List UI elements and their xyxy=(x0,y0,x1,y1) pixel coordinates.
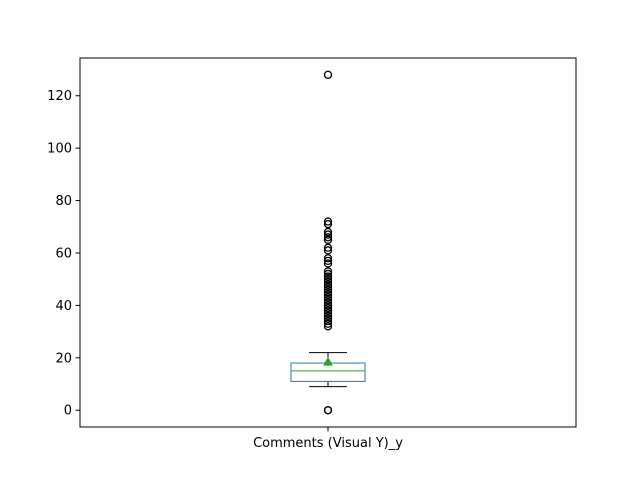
y-axis: 0 20 40 60 80 100 120 xyxy=(47,89,80,419)
outlier-point xyxy=(323,269,333,279)
outlier-point xyxy=(323,309,333,318)
outlier-point xyxy=(323,230,333,239)
outlier-point xyxy=(323,246,333,255)
y-tick-label: 120 xyxy=(47,89,72,104)
y-tick-label: 100 xyxy=(47,142,72,157)
outlier-point xyxy=(323,217,333,226)
outlier-point xyxy=(323,280,333,289)
y-tick-label: 40 xyxy=(55,299,72,314)
y-tick-label: 60 xyxy=(55,246,72,261)
outlier-point xyxy=(323,314,333,323)
outlier-point xyxy=(323,235,333,245)
outlier-point xyxy=(323,233,333,242)
outlier-point xyxy=(323,272,333,281)
outlier-point xyxy=(323,296,333,305)
outlier-point xyxy=(323,288,333,297)
outlier-point xyxy=(323,227,333,237)
outlier-point xyxy=(323,290,333,300)
y-tick-label: 0 xyxy=(64,404,72,419)
outlier-point xyxy=(323,277,333,286)
outlier-point xyxy=(323,316,333,326)
outlier-point xyxy=(323,322,333,331)
outlier-point xyxy=(323,267,333,276)
outlier-point xyxy=(323,293,333,302)
outlier-point xyxy=(323,282,333,292)
interquartile-box xyxy=(290,362,366,382)
plot-area xyxy=(79,57,577,428)
outlier-point xyxy=(323,256,333,265)
outlier-point xyxy=(323,306,333,315)
outlier-point xyxy=(323,298,333,307)
outlier-point xyxy=(323,220,333,229)
outlier-point xyxy=(323,70,333,79)
outlier-point xyxy=(323,301,333,310)
y-tick-label: 80 xyxy=(55,194,72,209)
outlier-point xyxy=(323,311,333,321)
outlier-point xyxy=(323,303,333,313)
outlier-point xyxy=(323,275,333,284)
y-tick-label: 20 xyxy=(55,351,72,366)
outlier-point xyxy=(323,259,333,268)
mean-marker xyxy=(323,356,333,366)
outlier-point xyxy=(323,406,333,415)
x-tick-label: Comments (Visual Y)_y xyxy=(253,436,403,451)
outlier-point xyxy=(323,285,333,294)
outlier-point xyxy=(323,254,333,263)
outlier-point xyxy=(323,319,333,328)
outlier-point xyxy=(323,243,333,252)
x-axis: Comments (Visual Y)_y xyxy=(253,427,403,451)
box-plot-series xyxy=(290,70,366,415)
